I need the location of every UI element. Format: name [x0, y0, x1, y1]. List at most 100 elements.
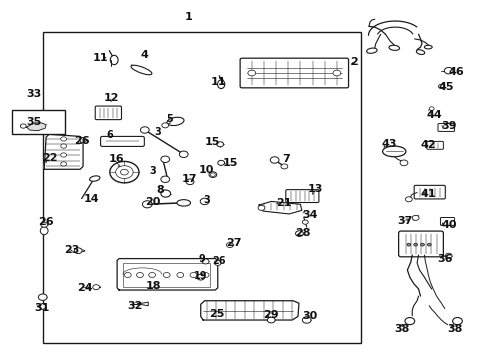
Text: 29: 29 — [263, 310, 278, 320]
Text: 2: 2 — [350, 57, 358, 67]
Polygon shape — [259, 202, 301, 214]
Circle shape — [148, 273, 155, 278]
Text: 41: 41 — [420, 189, 435, 199]
Circle shape — [281, 164, 287, 169]
FancyBboxPatch shape — [240, 58, 348, 88]
Circle shape — [74, 248, 82, 253]
Circle shape — [445, 253, 451, 258]
Circle shape — [332, 70, 340, 76]
Circle shape — [267, 317, 275, 323]
Circle shape — [200, 198, 208, 204]
FancyBboxPatch shape — [440, 217, 454, 225]
Circle shape — [161, 190, 170, 197]
Text: 4: 4 — [141, 50, 148, 60]
Text: 26: 26 — [211, 256, 225, 266]
Text: 38: 38 — [393, 324, 409, 334]
Circle shape — [202, 273, 208, 278]
Circle shape — [179, 151, 188, 157]
Circle shape — [216, 142, 223, 147]
Circle shape — [140, 127, 149, 133]
Circle shape — [186, 179, 194, 185]
Text: 3: 3 — [149, 166, 156, 176]
Text: 45: 45 — [438, 82, 453, 92]
Text: 15: 15 — [204, 137, 220, 147]
Circle shape — [41, 222, 47, 227]
Circle shape — [162, 123, 168, 128]
Text: 28: 28 — [295, 228, 310, 238]
Circle shape — [80, 138, 86, 143]
Text: 30: 30 — [301, 311, 317, 321]
Circle shape — [427, 243, 430, 246]
Text: 37: 37 — [397, 216, 412, 226]
Circle shape — [210, 173, 215, 176]
Text: 33: 33 — [27, 89, 42, 99]
Text: 35: 35 — [27, 117, 42, 127]
FancyBboxPatch shape — [285, 190, 318, 203]
Text: 14: 14 — [84, 194, 100, 203]
Text: 3: 3 — [154, 127, 161, 137]
Circle shape — [428, 107, 433, 111]
Text: 7: 7 — [282, 154, 289, 164]
Circle shape — [124, 273, 131, 278]
Text: 31: 31 — [34, 302, 50, 312]
Circle shape — [302, 220, 307, 224]
Text: 20: 20 — [144, 197, 160, 207]
Text: 3: 3 — [203, 195, 209, 204]
Text: 9: 9 — [199, 253, 205, 264]
Polygon shape — [137, 302, 148, 306]
Bar — [42, 32, 361, 342]
Polygon shape — [117, 258, 217, 290]
Ellipse shape — [89, 176, 100, 181]
Circle shape — [161, 176, 169, 183]
Text: 17: 17 — [181, 174, 196, 184]
Circle shape — [61, 137, 66, 141]
FancyBboxPatch shape — [426, 141, 443, 149]
Text: 16: 16 — [108, 154, 124, 164]
FancyBboxPatch shape — [101, 136, 144, 147]
Ellipse shape — [217, 80, 224, 89]
Circle shape — [61, 153, 66, 157]
Circle shape — [270, 157, 279, 163]
Circle shape — [177, 273, 183, 278]
Circle shape — [214, 260, 221, 265]
Polygon shape — [44, 134, 83, 169]
Ellipse shape — [366, 48, 376, 53]
Text: 15: 15 — [222, 158, 238, 168]
Circle shape — [116, 166, 133, 179]
Circle shape — [411, 215, 418, 220]
Circle shape — [226, 243, 233, 248]
Circle shape — [258, 205, 264, 210]
Circle shape — [136, 273, 143, 278]
Text: 39: 39 — [441, 121, 456, 131]
Text: 36: 36 — [437, 253, 452, 264]
Text: 26: 26 — [74, 136, 90, 147]
Ellipse shape — [415, 50, 424, 54]
Circle shape — [404, 318, 414, 325]
Text: 10: 10 — [198, 165, 213, 175]
Circle shape — [438, 84, 444, 89]
Text: 8: 8 — [156, 185, 163, 195]
Ellipse shape — [131, 65, 152, 75]
Ellipse shape — [40, 227, 48, 235]
Bar — [122, 263, 210, 287]
Text: 34: 34 — [301, 210, 317, 220]
Circle shape — [120, 169, 128, 175]
Circle shape — [217, 160, 224, 165]
Text: 46: 46 — [448, 67, 464, 77]
Text: 44: 44 — [426, 110, 442, 120]
FancyBboxPatch shape — [437, 123, 454, 131]
Circle shape — [399, 160, 407, 166]
Circle shape — [202, 259, 208, 264]
Circle shape — [38, 294, 47, 300]
Polygon shape — [27, 123, 46, 131]
Circle shape — [163, 273, 170, 278]
Text: 11: 11 — [93, 53, 108, 63]
Text: 22: 22 — [41, 153, 57, 163]
Ellipse shape — [177, 200, 190, 206]
Text: 24: 24 — [77, 283, 92, 293]
Circle shape — [61, 144, 66, 148]
FancyBboxPatch shape — [95, 106, 121, 120]
Circle shape — [61, 162, 66, 166]
Text: 43: 43 — [381, 139, 396, 149]
Text: 12: 12 — [103, 93, 119, 103]
